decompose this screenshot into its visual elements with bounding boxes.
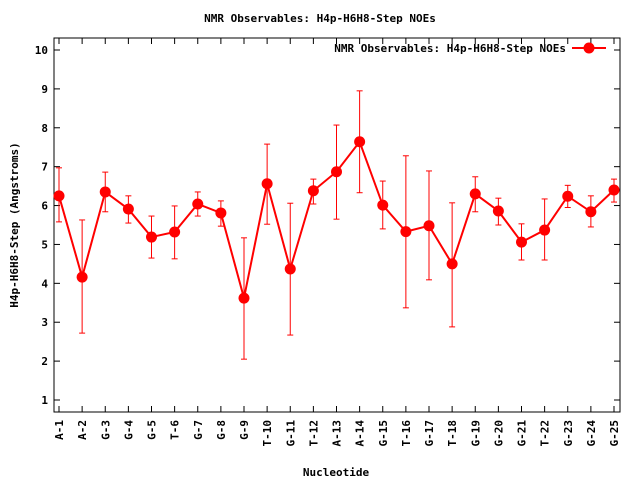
data-point	[146, 231, 157, 243]
y-tick-label: 5	[41, 238, 48, 251]
y-tick-label: 1	[41, 394, 48, 407]
x-tick-label: G-4	[122, 420, 135, 440]
data-point	[608, 184, 620, 196]
x-tick-label: A-2	[76, 420, 89, 440]
x-tick-label: G-20	[492, 420, 505, 447]
y-tick-label: 6	[41, 200, 48, 213]
x-tick-label: T-10	[261, 420, 274, 447]
legend: NMR Observables: H4p-H6H8-Step NOEs	[334, 42, 606, 55]
data-point	[469, 188, 481, 200]
x-tick-label: A-14	[354, 420, 367, 447]
x-tick-label: G-3	[99, 420, 112, 440]
data-point	[516, 236, 527, 248]
plot-frame	[53, 37, 621, 413]
x-tick-label: G-17	[423, 420, 436, 447]
x-tick-label: G-5	[146, 420, 159, 440]
y-tick-label: 9	[41, 83, 48, 96]
data-point	[492, 205, 504, 217]
y-tick-label: 8	[41, 122, 48, 135]
data-point	[215, 207, 227, 219]
data-point	[562, 190, 574, 202]
x-tick-label: A-1	[53, 420, 66, 440]
y-axis-label: H4p-H6H8-Step (Angstroms)	[8, 142, 21, 308]
x-axis-label: Nucleotide	[303, 466, 370, 479]
series-noe	[53, 90, 620, 360]
y-axis: 1 2 3 4 5 6 7 8 9 10	[35, 44, 620, 407]
y-tick-label: 2	[41, 355, 48, 368]
x-tick-label: T-22	[539, 420, 552, 447]
data-point	[76, 271, 88, 283]
y-tick-label: 7	[41, 161, 48, 174]
data-point	[446, 258, 458, 270]
data-point	[53, 190, 65, 202]
data-point	[331, 166, 342, 178]
x-tick-label: G-25	[608, 420, 621, 447]
x-tick-label: A-13	[331, 420, 344, 447]
x-axis: A-1 A-2 G-3 G-4 G-5 T-6 G-7 G-8 G-9 T-10 G-11 T-12 A…	[53, 38, 621, 447]
data-point	[400, 226, 412, 238]
data-point	[307, 185, 319, 197]
y-tick-label: 10	[35, 44, 48, 57]
data-point	[192, 198, 204, 210]
data-point	[377, 199, 389, 211]
legend-marker	[583, 42, 595, 54]
data-point	[238, 292, 250, 304]
x-tick-label: G-15	[377, 420, 390, 447]
y-tick-label: 3	[41, 316, 48, 329]
data-point	[122, 203, 134, 215]
data-point	[169, 226, 181, 238]
data-point	[284, 263, 296, 275]
data-point	[99, 186, 111, 198]
x-tick-label: T-6	[169, 420, 182, 440]
data-point	[423, 220, 435, 232]
data-point	[261, 178, 273, 190]
x-tick-label: G-11	[284, 420, 297, 447]
x-tick-label: G-21	[516, 420, 529, 447]
x-tick-label: G-9	[238, 420, 251, 440]
x-tick-label: T-16	[400, 420, 413, 447]
data-point	[585, 206, 597, 218]
x-tick-label: G-7	[192, 420, 205, 440]
x-tick-label: G-24	[585, 420, 598, 447]
chart-title: NMR Observables: H4p-H6H8-Step NOEs	[204, 12, 436, 25]
y-tick-label: 4	[41, 277, 48, 290]
legend-label: NMR Observables: H4p-H6H8-Step NOEs	[334, 42, 566, 55]
x-tick-label: T-12	[307, 420, 320, 447]
data-point	[539, 224, 551, 236]
data-point	[354, 136, 366, 148]
x-tick-label: G-19	[469, 420, 482, 447]
x-tick-label: G-23	[562, 420, 575, 447]
x-tick-label: T-18	[446, 420, 459, 447]
x-tick-label: G-8	[215, 420, 228, 440]
